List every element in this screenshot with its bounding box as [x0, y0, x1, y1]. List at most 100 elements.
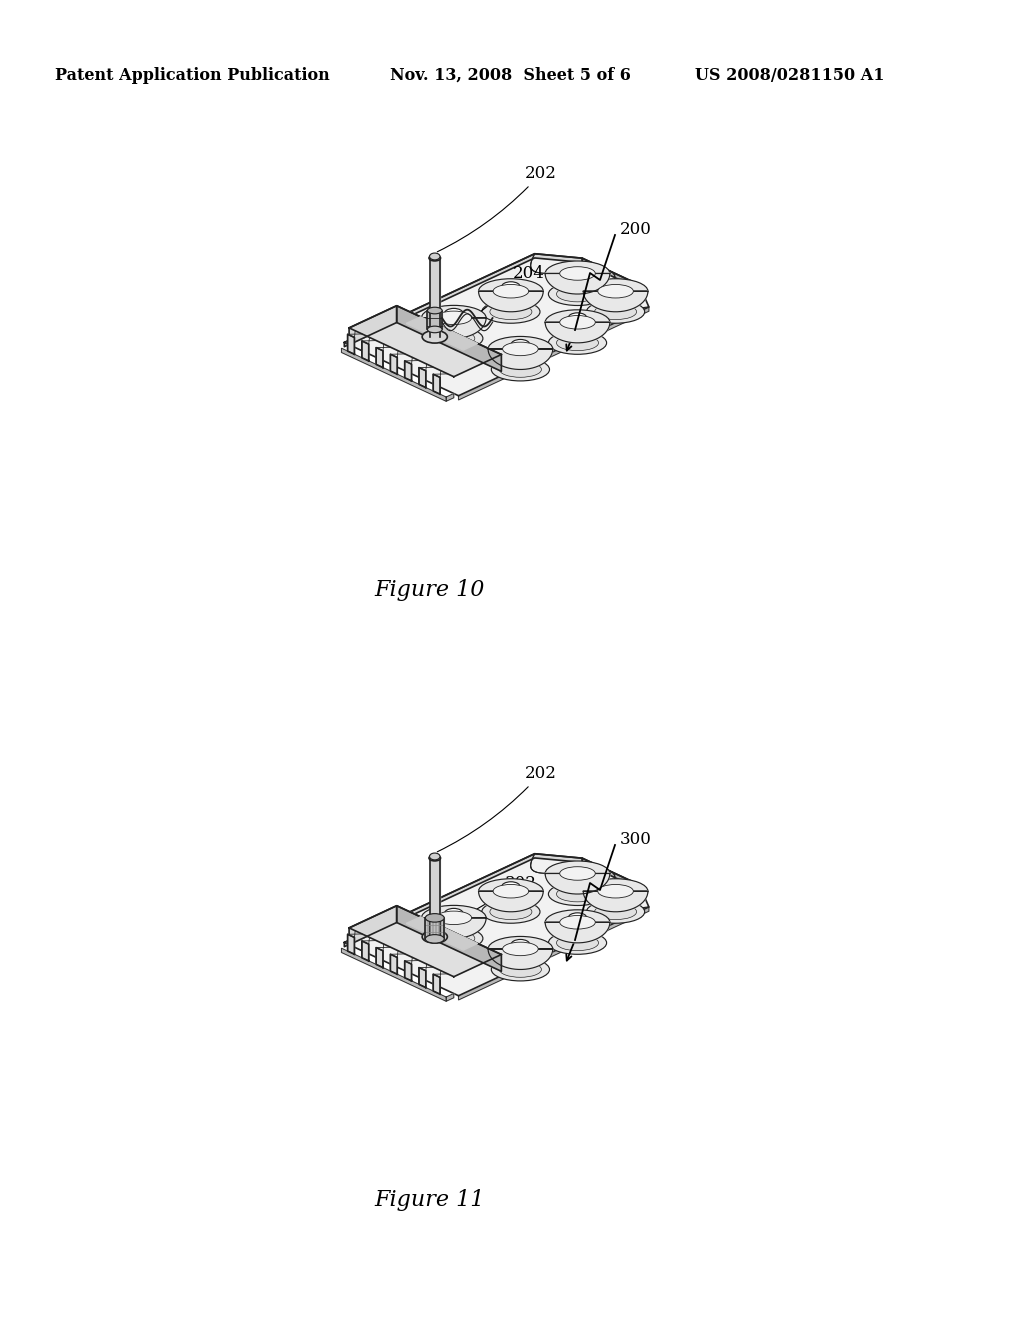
Polygon shape [545, 273, 610, 294]
Ellipse shape [429, 255, 440, 261]
Ellipse shape [598, 884, 634, 898]
Polygon shape [433, 974, 440, 994]
Ellipse shape [481, 301, 540, 323]
Polygon shape [422, 917, 486, 939]
Ellipse shape [503, 942, 539, 956]
Polygon shape [425, 917, 444, 939]
Polygon shape [347, 935, 354, 954]
Ellipse shape [436, 911, 472, 924]
Ellipse shape [436, 312, 472, 325]
Polygon shape [478, 891, 543, 912]
Text: 204: 204 [475, 265, 545, 317]
Polygon shape [344, 854, 649, 995]
Ellipse shape [425, 327, 483, 350]
Polygon shape [361, 341, 369, 360]
Ellipse shape [429, 853, 440, 859]
Polygon shape [376, 347, 383, 367]
Polygon shape [478, 292, 543, 312]
Ellipse shape [422, 305, 486, 330]
Polygon shape [446, 994, 454, 1002]
Ellipse shape [549, 932, 606, 954]
Polygon shape [429, 257, 440, 337]
Ellipse shape [488, 936, 553, 961]
Ellipse shape [587, 301, 645, 323]
Ellipse shape [595, 904, 637, 920]
Polygon shape [341, 348, 446, 401]
Polygon shape [433, 375, 440, 395]
Ellipse shape [568, 913, 587, 923]
Ellipse shape [429, 855, 440, 861]
Polygon shape [396, 906, 502, 972]
Text: 202: 202 [437, 766, 557, 851]
Polygon shape [545, 923, 610, 942]
Text: 300: 300 [620, 832, 652, 849]
Ellipse shape [584, 279, 648, 304]
Ellipse shape [422, 931, 447, 942]
Polygon shape [361, 941, 369, 961]
Text: Nov. 13, 2008  Sheet 5 of 6: Nov. 13, 2008 Sheet 5 of 6 [390, 66, 631, 83]
Text: 302: 302 [447, 875, 537, 927]
Ellipse shape [425, 935, 444, 942]
Ellipse shape [444, 309, 463, 319]
Ellipse shape [433, 931, 475, 946]
Polygon shape [344, 854, 583, 946]
Ellipse shape [494, 285, 528, 298]
Polygon shape [344, 253, 583, 347]
Text: US 2008/0281150 A1: US 2008/0281150 A1 [695, 66, 885, 83]
Polygon shape [584, 292, 648, 312]
Polygon shape [344, 253, 649, 396]
Ellipse shape [556, 286, 598, 302]
Polygon shape [347, 334, 354, 354]
Text: Figure 10: Figure 10 [375, 579, 485, 601]
Ellipse shape [556, 935, 598, 950]
Ellipse shape [560, 267, 595, 280]
Polygon shape [446, 393, 454, 401]
Ellipse shape [598, 285, 634, 298]
Ellipse shape [545, 310, 610, 335]
Polygon shape [422, 318, 486, 338]
Ellipse shape [584, 879, 648, 904]
Ellipse shape [492, 358, 550, 381]
Text: 200: 200 [620, 222, 652, 239]
Ellipse shape [560, 916, 595, 929]
Polygon shape [376, 948, 383, 968]
Polygon shape [407, 317, 477, 350]
Polygon shape [583, 858, 639, 888]
Ellipse shape [595, 304, 637, 319]
Ellipse shape [511, 940, 529, 950]
Ellipse shape [427, 326, 442, 333]
Polygon shape [349, 306, 502, 376]
Polygon shape [488, 348, 553, 370]
Ellipse shape [545, 861, 610, 886]
Ellipse shape [429, 253, 440, 260]
Ellipse shape [568, 313, 587, 323]
Polygon shape [583, 259, 639, 289]
Ellipse shape [549, 331, 606, 354]
Ellipse shape [545, 261, 610, 286]
Ellipse shape [422, 906, 486, 931]
Polygon shape [390, 954, 397, 974]
Polygon shape [419, 968, 426, 987]
Polygon shape [419, 367, 426, 388]
Ellipse shape [560, 315, 595, 329]
Polygon shape [545, 874, 610, 894]
Ellipse shape [502, 882, 520, 892]
Polygon shape [349, 906, 502, 977]
Polygon shape [341, 948, 446, 1002]
Polygon shape [349, 306, 396, 345]
Ellipse shape [502, 281, 520, 292]
Ellipse shape [500, 362, 542, 378]
Ellipse shape [489, 304, 531, 319]
Ellipse shape [503, 342, 539, 355]
Polygon shape [459, 308, 649, 400]
Polygon shape [404, 360, 412, 381]
Polygon shape [584, 891, 648, 912]
Ellipse shape [511, 339, 529, 350]
Ellipse shape [488, 337, 553, 362]
Polygon shape [545, 322, 610, 343]
Polygon shape [429, 858, 440, 937]
Ellipse shape [444, 908, 463, 919]
Ellipse shape [427, 308, 442, 314]
Ellipse shape [500, 962, 542, 977]
Text: 202: 202 [437, 165, 557, 252]
